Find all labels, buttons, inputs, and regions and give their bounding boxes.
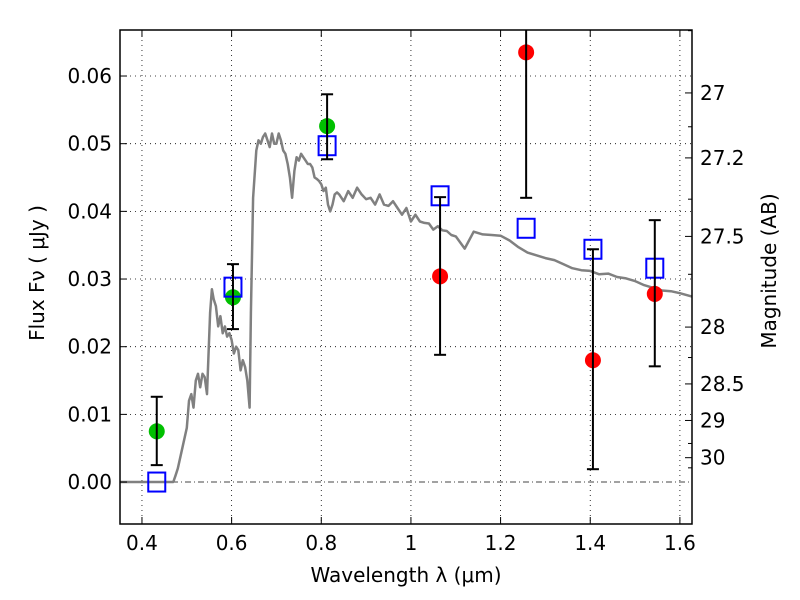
blue-square-point <box>147 471 167 493</box>
y-tick-label: 0.05 <box>67 132 112 156</box>
y-tick-label: 0.01 <box>67 402 112 426</box>
y-tick-label: 0.03 <box>67 267 112 291</box>
right-tick-label: 28 <box>700 315 725 339</box>
right-axis-label-group: Magnitude (AB) <box>757 193 781 348</box>
right-tick-label: 27 <box>700 81 725 105</box>
tick-labels-group: 0.4 0.6 0.8 1 1.2 1.4 1.6 0.00 0.01 0.02 0.03 0.04 0… <box>67 64 744 555</box>
y-axis-label: Flux Fν ( μJy ) <box>25 205 49 341</box>
y-tick-label: 0.02 <box>67 335 112 359</box>
plot-frame <box>119 29 693 525</box>
right-tick-label: 28.5 <box>700 372 745 396</box>
right-axis-label: Magnitude (AB) <box>757 193 781 348</box>
grid <box>120 30 692 524</box>
x-tick-label: 1.2 <box>485 531 517 555</box>
x-tick-label: 0.4 <box>126 531 158 555</box>
x-tick-label: 1 <box>405 531 418 555</box>
right-tick-label: 29 <box>700 408 725 432</box>
y-tick-label: 0.06 <box>67 64 112 88</box>
error-bars-group <box>150 30 661 471</box>
x-tick-label: 0.6 <box>216 531 248 555</box>
x-tick-label: 1.6 <box>664 531 696 555</box>
y-axis-label-group: Flux Fν ( μJy ) <box>25 205 49 341</box>
x-axis-label: Wavelength λ (μm) <box>310 563 501 587</box>
ticks-group <box>120 30 692 524</box>
right-tick-label: 27.2 <box>700 146 745 170</box>
right-tick-label: 27.5 <box>700 224 745 248</box>
y-tick-label: 0.04 <box>67 199 112 223</box>
x-tick-label: 1.4 <box>574 531 606 555</box>
spectrum-line <box>120 132 693 484</box>
blue-square-point <box>516 217 536 239</box>
y-tick-label: 0.00 <box>67 470 112 494</box>
x-tick-label: 0.8 <box>305 531 337 555</box>
right-tick-label: 30 <box>700 446 725 470</box>
spectrum-group <box>120 132 693 484</box>
